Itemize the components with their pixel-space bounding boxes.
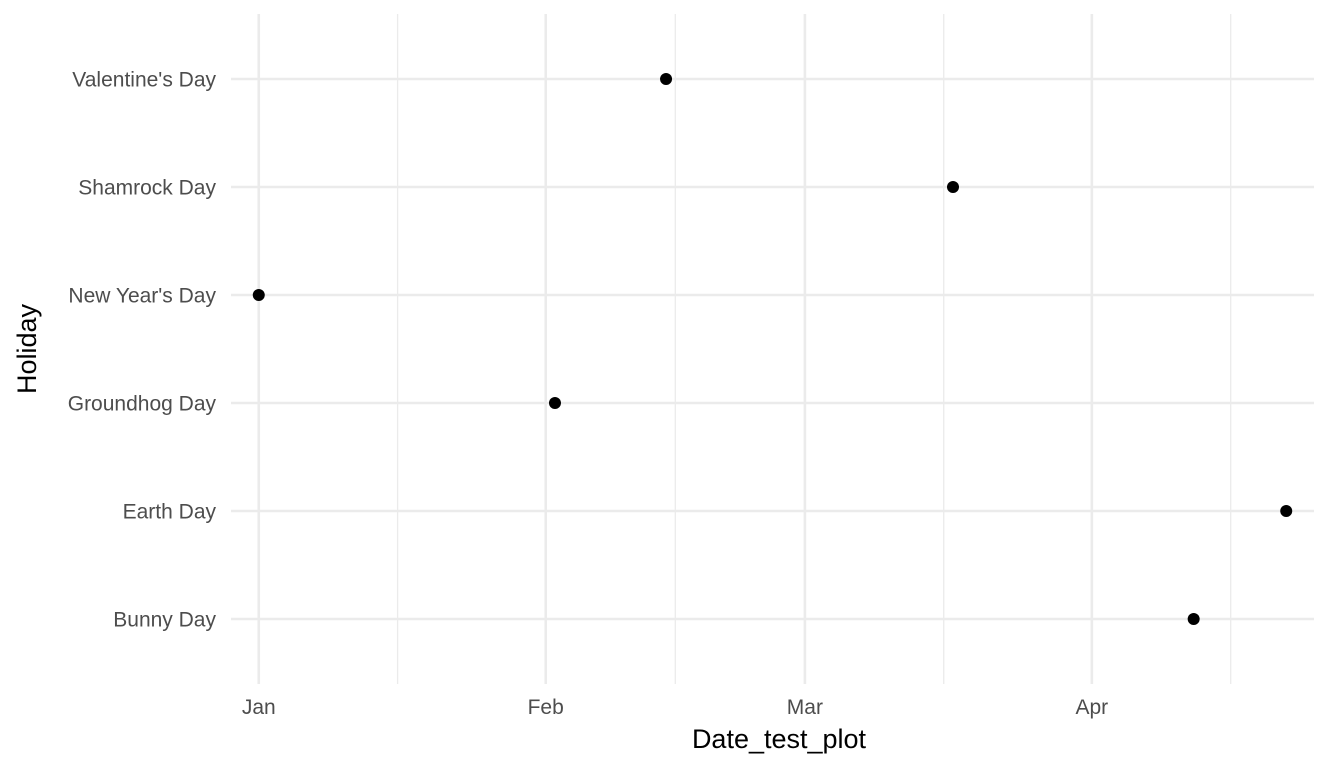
x-axis-title: Date_test_plot	[692, 724, 867, 754]
data-points	[252, 73, 1293, 625]
y-axis-tick-labels: Bunny Day Earth Day Groundhog Day New Year'…	[68, 69, 217, 632]
x-tick-label: Jan	[242, 696, 276, 719]
y-tick-label: Shamrock Day	[78, 177, 216, 200]
y-axis-title: Holiday	[12, 303, 42, 394]
x-tick-label: Apr	[1076, 696, 1109, 719]
y-tick-label: Earth Day	[123, 501, 217, 524]
data-point	[947, 181, 959, 193]
grid-lines	[231, 14, 1314, 684]
data-point	[660, 73, 673, 85]
y-tick-label: New Year's Day	[68, 285, 216, 308]
y-tick-label: Valentine's Day	[72, 69, 216, 92]
data-point	[548, 397, 561, 409]
data-point	[252, 289, 265, 301]
data-point	[1280, 505, 1293, 517]
x-tick-label: Feb	[528, 696, 564, 719]
x-tick-label: Mar	[787, 696, 823, 719]
data-point	[1187, 613, 1200, 625]
y-tick-label: Bunny Day	[113, 609, 216, 632]
y-tick-label: Groundhog Day	[68, 393, 217, 416]
x-axis-tick-labels: Jan Feb Mar Apr	[242, 696, 1108, 719]
